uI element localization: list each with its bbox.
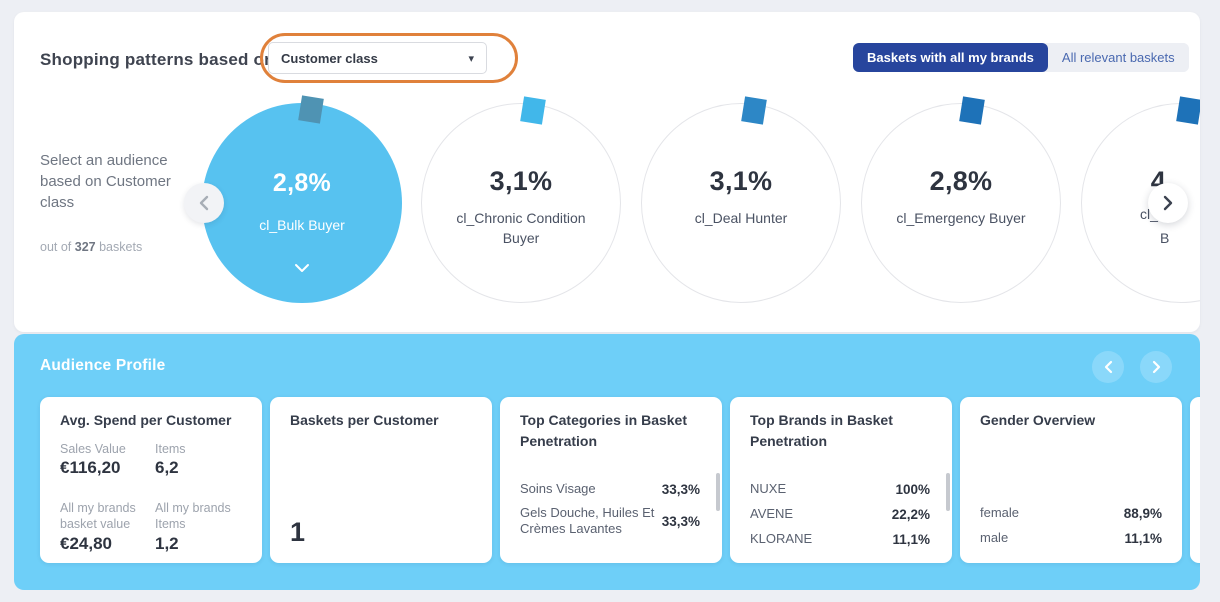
stat-label: All my brands Items	[155, 501, 231, 531]
audience-profile-title: Audience Profile	[40, 357, 166, 374]
audience-percentage: 2,8%	[272, 169, 332, 197]
audience-progress-marker	[959, 96, 985, 125]
stat-label: Sales Value	[60, 442, 126, 456]
card-title: Gender Overview	[980, 412, 1096, 428]
card-top-brands: Top Brands in Basket Penetration NUXE 10…	[730, 397, 952, 563]
card-title: Top Brands in Basket Penetration	[750, 412, 893, 449]
chevron-right-icon	[1163, 195, 1173, 211]
gender-share: 88,9%	[1123, 505, 1162, 521]
category-penetration: 33,3%	[661, 481, 700, 497]
card-title: Baskets per Customer	[290, 412, 439, 428]
audience-percentage: 3,1%	[709, 166, 773, 196]
stat-value: 1,2	[155, 534, 179, 553]
brand-penetration: 22,2%	[891, 506, 930, 522]
card-avg-spend-per-customer: Avg. Spend per Customer Sales Value €116…	[40, 397, 262, 563]
list-item: female 88,9%	[980, 505, 1162, 521]
audience-progress-marker	[741, 96, 767, 125]
card-title: Top Categories in Basket Penetration	[520, 412, 688, 449]
brand-name: AVENE	[750, 506, 794, 521]
stat-value: 6,2	[155, 458, 179, 477]
card-top-categories: Top Categories in Basket Penetration Soi…	[500, 397, 722, 563]
brand-name: NUXE	[750, 481, 787, 496]
list-item: Gels Douche, Huiles Et Crèmes Lavantes 3…	[520, 505, 700, 537]
gender-share: 11,1%	[1124, 530, 1162, 546]
brand-penetration: 11,1%	[892, 531, 930, 547]
gender-name: female	[980, 505, 1020, 520]
basket-count: 327	[74, 240, 96, 254]
caret-down-icon: ▾	[468, 52, 474, 65]
basket-scope-toggle: Baskets with all my brands All relevant …	[853, 43, 1189, 72]
chevron-right-icon	[1152, 360, 1161, 374]
page-title: Shopping patterns based on	[40, 50, 275, 69]
gender-name: male	[980, 530, 1009, 545]
chevron-left-icon	[199, 195, 209, 211]
scrollbar[interactable]	[716, 473, 720, 511]
category-name: Soins Visage	[520, 481, 596, 496]
audience-label: cl_Deal Hunter	[694, 210, 788, 226]
card-gender-overview: Gender Overview female 88,9% male 11,1%	[960, 397, 1182, 563]
audience-label: cl_Emergency Buyer	[896, 210, 1026, 226]
category-name: Gels Douche, Huiles Et Crèmes Lavantes	[520, 505, 655, 536]
audience-card-emergency-buyer[interactable]: 2,8% cl_Emergency Buyer	[861, 96, 1061, 303]
audience-progress-marker	[1176, 96, 1200, 125]
chevron-left-icon	[1104, 360, 1113, 374]
chevron-down-icon[interactable]	[294, 263, 310, 273]
list-item: AVENE 22,2%	[750, 506, 930, 522]
brand-name: KLORANE	[750, 531, 813, 546]
list-item: Soins Visage 33,3%	[520, 481, 700, 497]
audience-percentage: 2,8%	[929, 166, 993, 196]
card-baskets-per-customer: Baskets per Customer 1	[270, 397, 492, 563]
scrollbar[interactable]	[946, 473, 950, 511]
baskets-all-brands-button[interactable]: Baskets with all my brands	[853, 43, 1048, 72]
stat-label: Items	[155, 442, 186, 456]
audience-carousel-prev-button[interactable]	[184, 183, 224, 223]
list-item: NUXE 100%	[750, 481, 930, 497]
profile-carousel-prev-button[interactable]	[1092, 351, 1124, 383]
shopping-patterns-panel: Shopping patterns based on Customer clas…	[14, 12, 1200, 332]
baskets-per-customer-value: 1	[290, 517, 306, 547]
audience-card-chronic-condition-buyer[interactable]: 3,1% cl_Chronic Condition Buyer	[421, 96, 621, 303]
list-item: KLORANE 11,1%	[750, 531, 930, 547]
stat-label: All my brands basket value	[60, 501, 136, 531]
audience-percentage: 3,1%	[489, 166, 553, 196]
pattern-basis-dropdown[interactable]: Customer class ▾	[268, 42, 487, 74]
basket-count-note: out of 327 baskets	[40, 240, 143, 254]
list-item: male 11,1%	[980, 530, 1162, 546]
audience-label: cl_Chronic Condition Buyer	[456, 210, 586, 246]
audience-card-bulk-buyer[interactable]: 2,8% cl_Bulk Buyer	[202, 95, 402, 303]
card-partial	[1190, 397, 1200, 563]
stat-value: €24,80	[60, 534, 112, 553]
category-penetration: 33,3%	[661, 513, 700, 529]
dropdown-highlight-ring	[260, 33, 518, 83]
audience-select-description: Select an audience based on Customer cla…	[40, 152, 171, 211]
audience-progress-marker	[520, 96, 546, 125]
audience-card-deal-hunter[interactable]: 3,1% cl_Deal Hunter	[641, 96, 841, 303]
audience-progress-marker	[298, 95, 324, 124]
stat-value: €116,20	[60, 458, 121, 477]
card-title: Avg. Spend per Customer	[60, 412, 232, 428]
audience-label: cl_Bulk Buyer	[259, 217, 345, 233]
audience-profile-panel: Audience Profile Avg. Spend per Customer…	[14, 334, 1200, 590]
audience-label: B	[1160, 230, 1170, 246]
audience-carousel-next-button[interactable]	[1148, 183, 1188, 223]
profile-carousel-next-button[interactable]	[1140, 351, 1172, 383]
brand-penetration: 100%	[895, 481, 930, 497]
dropdown-selected-value: Customer class	[281, 50, 378, 66]
all-relevant-baskets-button[interactable]: All relevant baskets	[1047, 43, 1189, 72]
